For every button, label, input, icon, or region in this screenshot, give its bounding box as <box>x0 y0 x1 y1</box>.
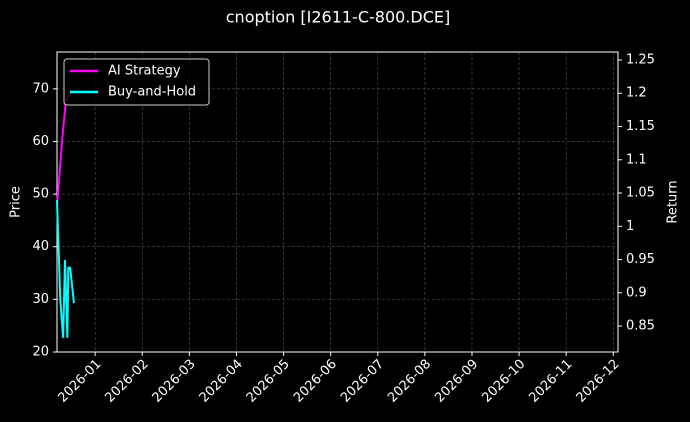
y-tick-label: 60 <box>32 134 49 149</box>
y-tick-label: 70 <box>32 81 49 96</box>
y2-tick-label: 0.9 <box>626 285 647 300</box>
y2-tick-label: 1.05 <box>626 186 655 201</box>
x-tick-label: 2026-07 <box>338 357 387 406</box>
y2-tick-label: 1.15 <box>626 119 655 134</box>
series-line <box>56 199 75 338</box>
x-tick-label: 2026-01 <box>55 357 104 406</box>
y-tick-label: 50 <box>32 187 49 202</box>
series-line <box>56 92 72 207</box>
y2-tick-label: 0.95 <box>626 252 655 267</box>
x-tick-label: 2026-08 <box>385 357 434 406</box>
legend: AI Strategy Buy-and-Hold <box>63 58 210 106</box>
x-tick-label: 2026-11 <box>526 357 575 406</box>
y2-tick-label: 1.2 <box>626 86 647 101</box>
x-tick-label: 2026-10 <box>479 357 528 406</box>
y2-axis-label: Return <box>666 180 681 223</box>
x-tick-label: 2026-03 <box>150 357 199 406</box>
x-tick-label: 2026-05 <box>244 357 293 406</box>
y2-tick-label: 1 <box>626 219 634 234</box>
chart-title: cnoption [I2611-C-800.DCE] <box>226 8 450 27</box>
x-tick-label: 2026-06 <box>291 357 340 406</box>
y2-tick-label: 1.1 <box>626 152 647 167</box>
y-tick-label: 20 <box>32 345 49 360</box>
y-tick-label: 30 <box>32 292 49 307</box>
y-axis-label: Price <box>9 186 24 218</box>
y2-tick-label: 1.25 <box>626 52 655 67</box>
y2-tick-label: 0.85 <box>626 319 655 334</box>
legend-box <box>63 58 210 106</box>
legend-label: AI Strategy <box>108 64 181 79</box>
x-tick-label: 2026-02 <box>103 357 152 406</box>
y-tick-label: 40 <box>32 239 49 254</box>
x-tick-label: 2026-04 <box>197 357 246 406</box>
legend-label: Buy-and-Hold <box>108 85 196 100</box>
x-tick-label: 2026-09 <box>432 357 481 406</box>
x-tick-label: 2026-12 <box>574 357 623 406</box>
